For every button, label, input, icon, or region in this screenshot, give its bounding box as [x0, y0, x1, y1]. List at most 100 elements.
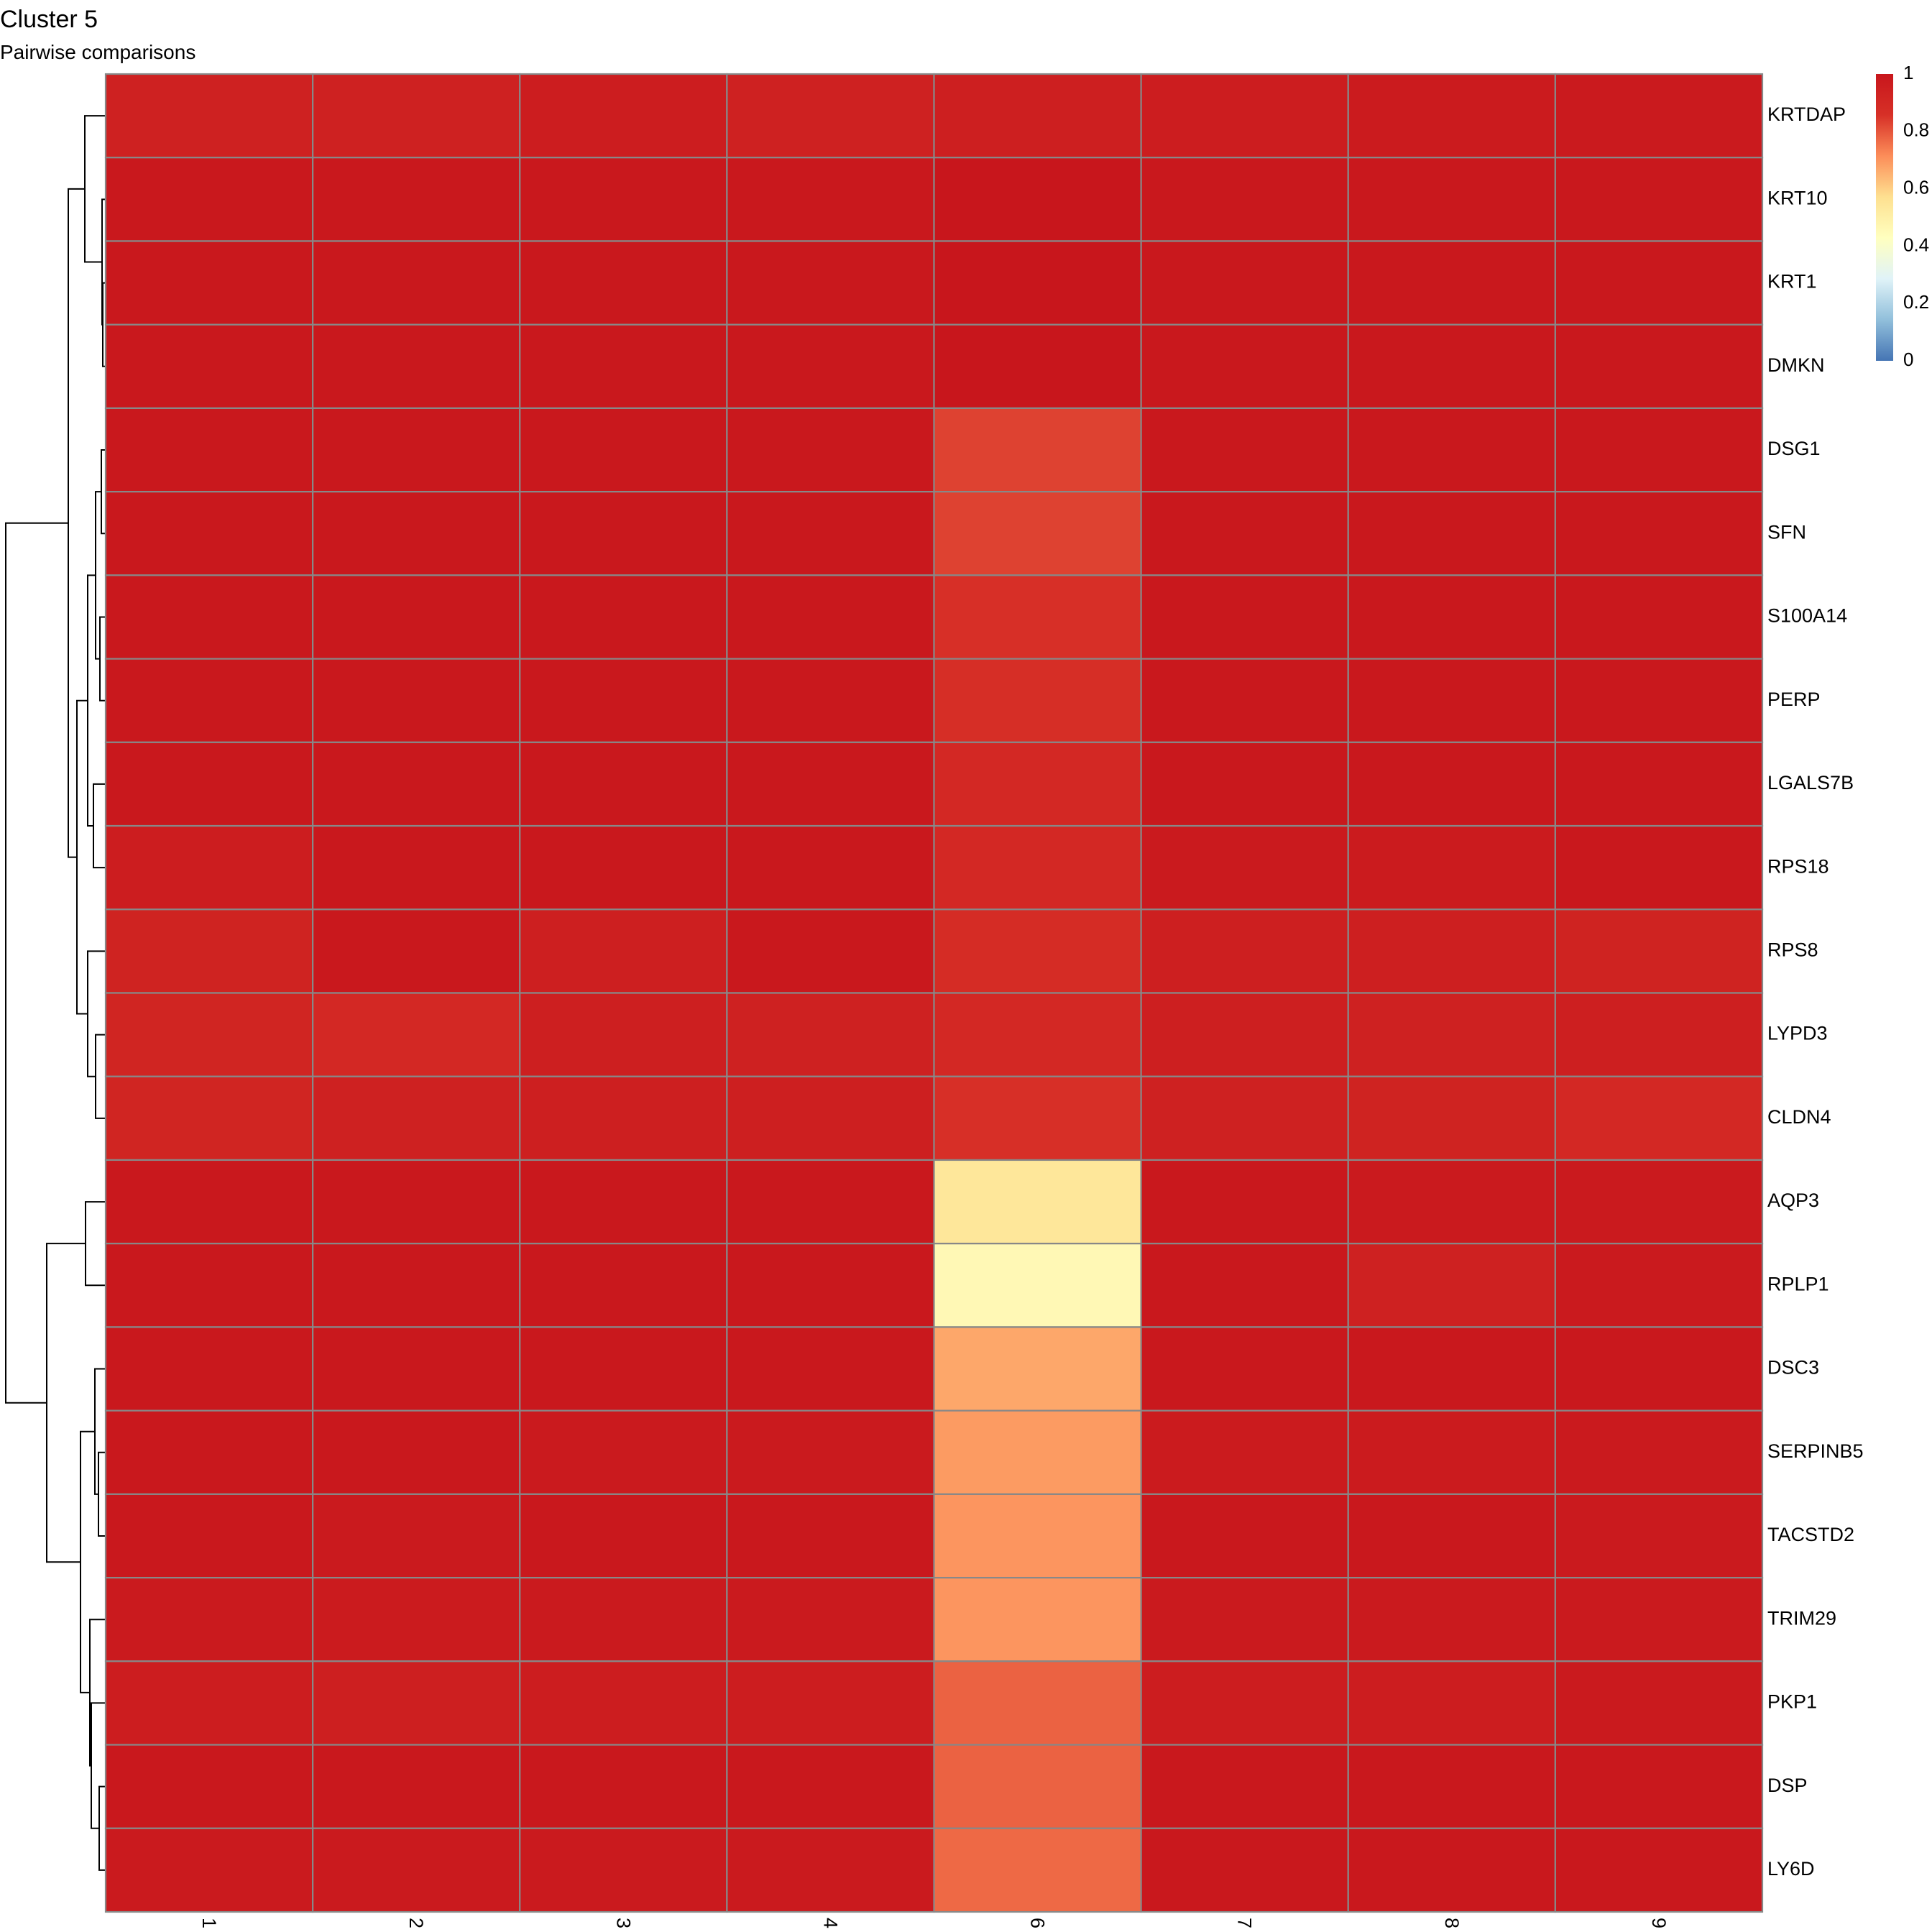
heatmap-cell: [1347, 908, 1556, 994]
heatmap-cell: [104, 1409, 314, 1495]
heatmap-cell: [104, 1744, 314, 1829]
heatmap-cell: [104, 491, 314, 576]
heatmap-cell: [519, 908, 728, 994]
heatmap-cell: [726, 908, 935, 994]
heatmap-cell: [519, 1159, 728, 1245]
dendrogram-branch: [98, 1451, 106, 1537]
heatmap-cell: [1554, 1576, 1764, 1662]
dendrogram-branch: [85, 1201, 106, 1287]
heatmap-cell: [726, 1576, 935, 1662]
heatmap-cell: [312, 992, 521, 1077]
heatmap-cell: [933, 323, 1142, 410]
row-label: AQP3: [1767, 1190, 1819, 1211]
row-label: RPS18: [1767, 855, 1829, 877]
heatmap-cell: [1347, 992, 1556, 1077]
heatmap-cell: [519, 1576, 728, 1662]
dendrogram-branch: [98, 1785, 106, 1871]
heatmap-cell: [1554, 323, 1764, 410]
chart-title: Cluster 5: [0, 6, 98, 33]
heatmap-cell: [933, 1409, 1142, 1495]
heatmap-cell: [519, 658, 728, 743]
heatmap-cell: [1554, 1243, 1764, 1328]
heatmap-cell: [1140, 574, 1349, 660]
heatmap-cell: [312, 824, 521, 911]
heatmap-cell: [1347, 574, 1556, 660]
heatmap-cell: [1347, 1243, 1556, 1328]
heatmap-cell: [312, 1075, 521, 1162]
column-label: 7: [1234, 1918, 1256, 1928]
heatmap-cell: [1347, 1075, 1556, 1162]
chart-subtitle: Pairwise comparisons: [0, 41, 196, 63]
column-label: 3: [612, 1918, 634, 1928]
heatmap-cell: [1347, 824, 1556, 911]
row-label: S100A14: [1767, 605, 1847, 627]
heatmap-cell: [1140, 1075, 1349, 1162]
legend-tick-label: 1: [1903, 62, 1913, 83]
row-label: PKP1: [1767, 1691, 1817, 1713]
row-dendrogram: [5, 115, 106, 1871]
heatmap-cell: [1140, 1827, 1349, 1913]
heatmap-cell: [519, 1326, 728, 1412]
heatmap-cell: [312, 323, 521, 410]
heatmap-cell: [1347, 1744, 1556, 1829]
heatmap-cell: [519, 1075, 728, 1162]
heatmap-cell: [1554, 1075, 1764, 1162]
row-label: RPLP1: [1767, 1273, 1829, 1294]
heatmap-cell: [104, 1075, 314, 1162]
heatmap-cell: [1347, 1326, 1556, 1412]
dendrogram-branch: [99, 616, 106, 702]
heatmap-cell: [312, 574, 521, 660]
heatmap-cell: [1140, 1493, 1349, 1579]
dendrogram-branch: [89, 1619, 106, 1767]
heatmap-cell: [519, 491, 728, 576]
legend-color-bar: [1876, 74, 1893, 361]
heatmap-cell: [933, 1827, 1142, 1913]
heatmap-cell: [104, 574, 314, 660]
heatmap-cell: [1140, 741, 1349, 827]
row-label: DMKN: [1767, 354, 1825, 376]
heatmap-cell: [1347, 658, 1556, 743]
heatmap-cell: [104, 1576, 314, 1662]
heatmap-cell: [312, 1576, 521, 1662]
heatmap-cell: [1347, 1409, 1556, 1495]
heatmap-cell: [1140, 323, 1349, 410]
heatmap-cell: [519, 157, 728, 242]
heatmap-cell: [726, 1159, 935, 1245]
legend-tick-label: 0.6: [1903, 176, 1929, 198]
row-label: KRT10: [1767, 187, 1828, 208]
heatmap-cell: [1140, 407, 1349, 493]
heatmap-cell: [933, 741, 1142, 827]
heatmap-cell: [1554, 1326, 1764, 1412]
row-label: TRIM29: [1767, 1607, 1836, 1629]
heatmap-cell: [1140, 658, 1349, 743]
heatmap-cell: [104, 323, 314, 410]
heatmap-cell: [519, 574, 728, 660]
heatmap-cell: [1140, 73, 1349, 159]
heatmap-cell: [1554, 157, 1764, 242]
heatmap-cell: [519, 741, 728, 827]
heatmap-cell: [312, 1243, 521, 1328]
heatmap-cell: [104, 1493, 314, 1579]
row-labels: KRTDAP KRT10 KRT1 DMKN DSG1 SFN S100A14 PERP LGA…: [1767, 104, 1864, 1880]
heatmap-cell: [312, 73, 521, 159]
legend-tick-label: 0.2: [1903, 291, 1929, 313]
heatmap-cell: [1140, 1326, 1349, 1412]
heatmap-cell: [1347, 323, 1556, 410]
heatmap-cell: [519, 73, 728, 159]
heatmap-cell: [726, 1326, 935, 1412]
heatmap-cell: [1140, 240, 1349, 326]
heatmap-cell: [104, 1243, 314, 1328]
heatmap-cell: [519, 1493, 728, 1579]
heatmap-cell: [312, 1326, 521, 1412]
heatmap-cell: [933, 1660, 1142, 1746]
heatmap-cell: [1347, 491, 1556, 576]
heatmap-cell: [726, 73, 935, 159]
heatmap-cell: [1554, 240, 1764, 326]
heatmap-cell: [1347, 240, 1556, 326]
heatmap-cell: [1140, 1409, 1349, 1495]
heatmap-cell: [726, 658, 935, 743]
heatmap-cell: [1554, 491, 1764, 576]
heatmap-cell: [726, 992, 935, 1077]
dendrogram-branch: [87, 950, 106, 1077]
heatmap-cell: [1554, 741, 1764, 827]
